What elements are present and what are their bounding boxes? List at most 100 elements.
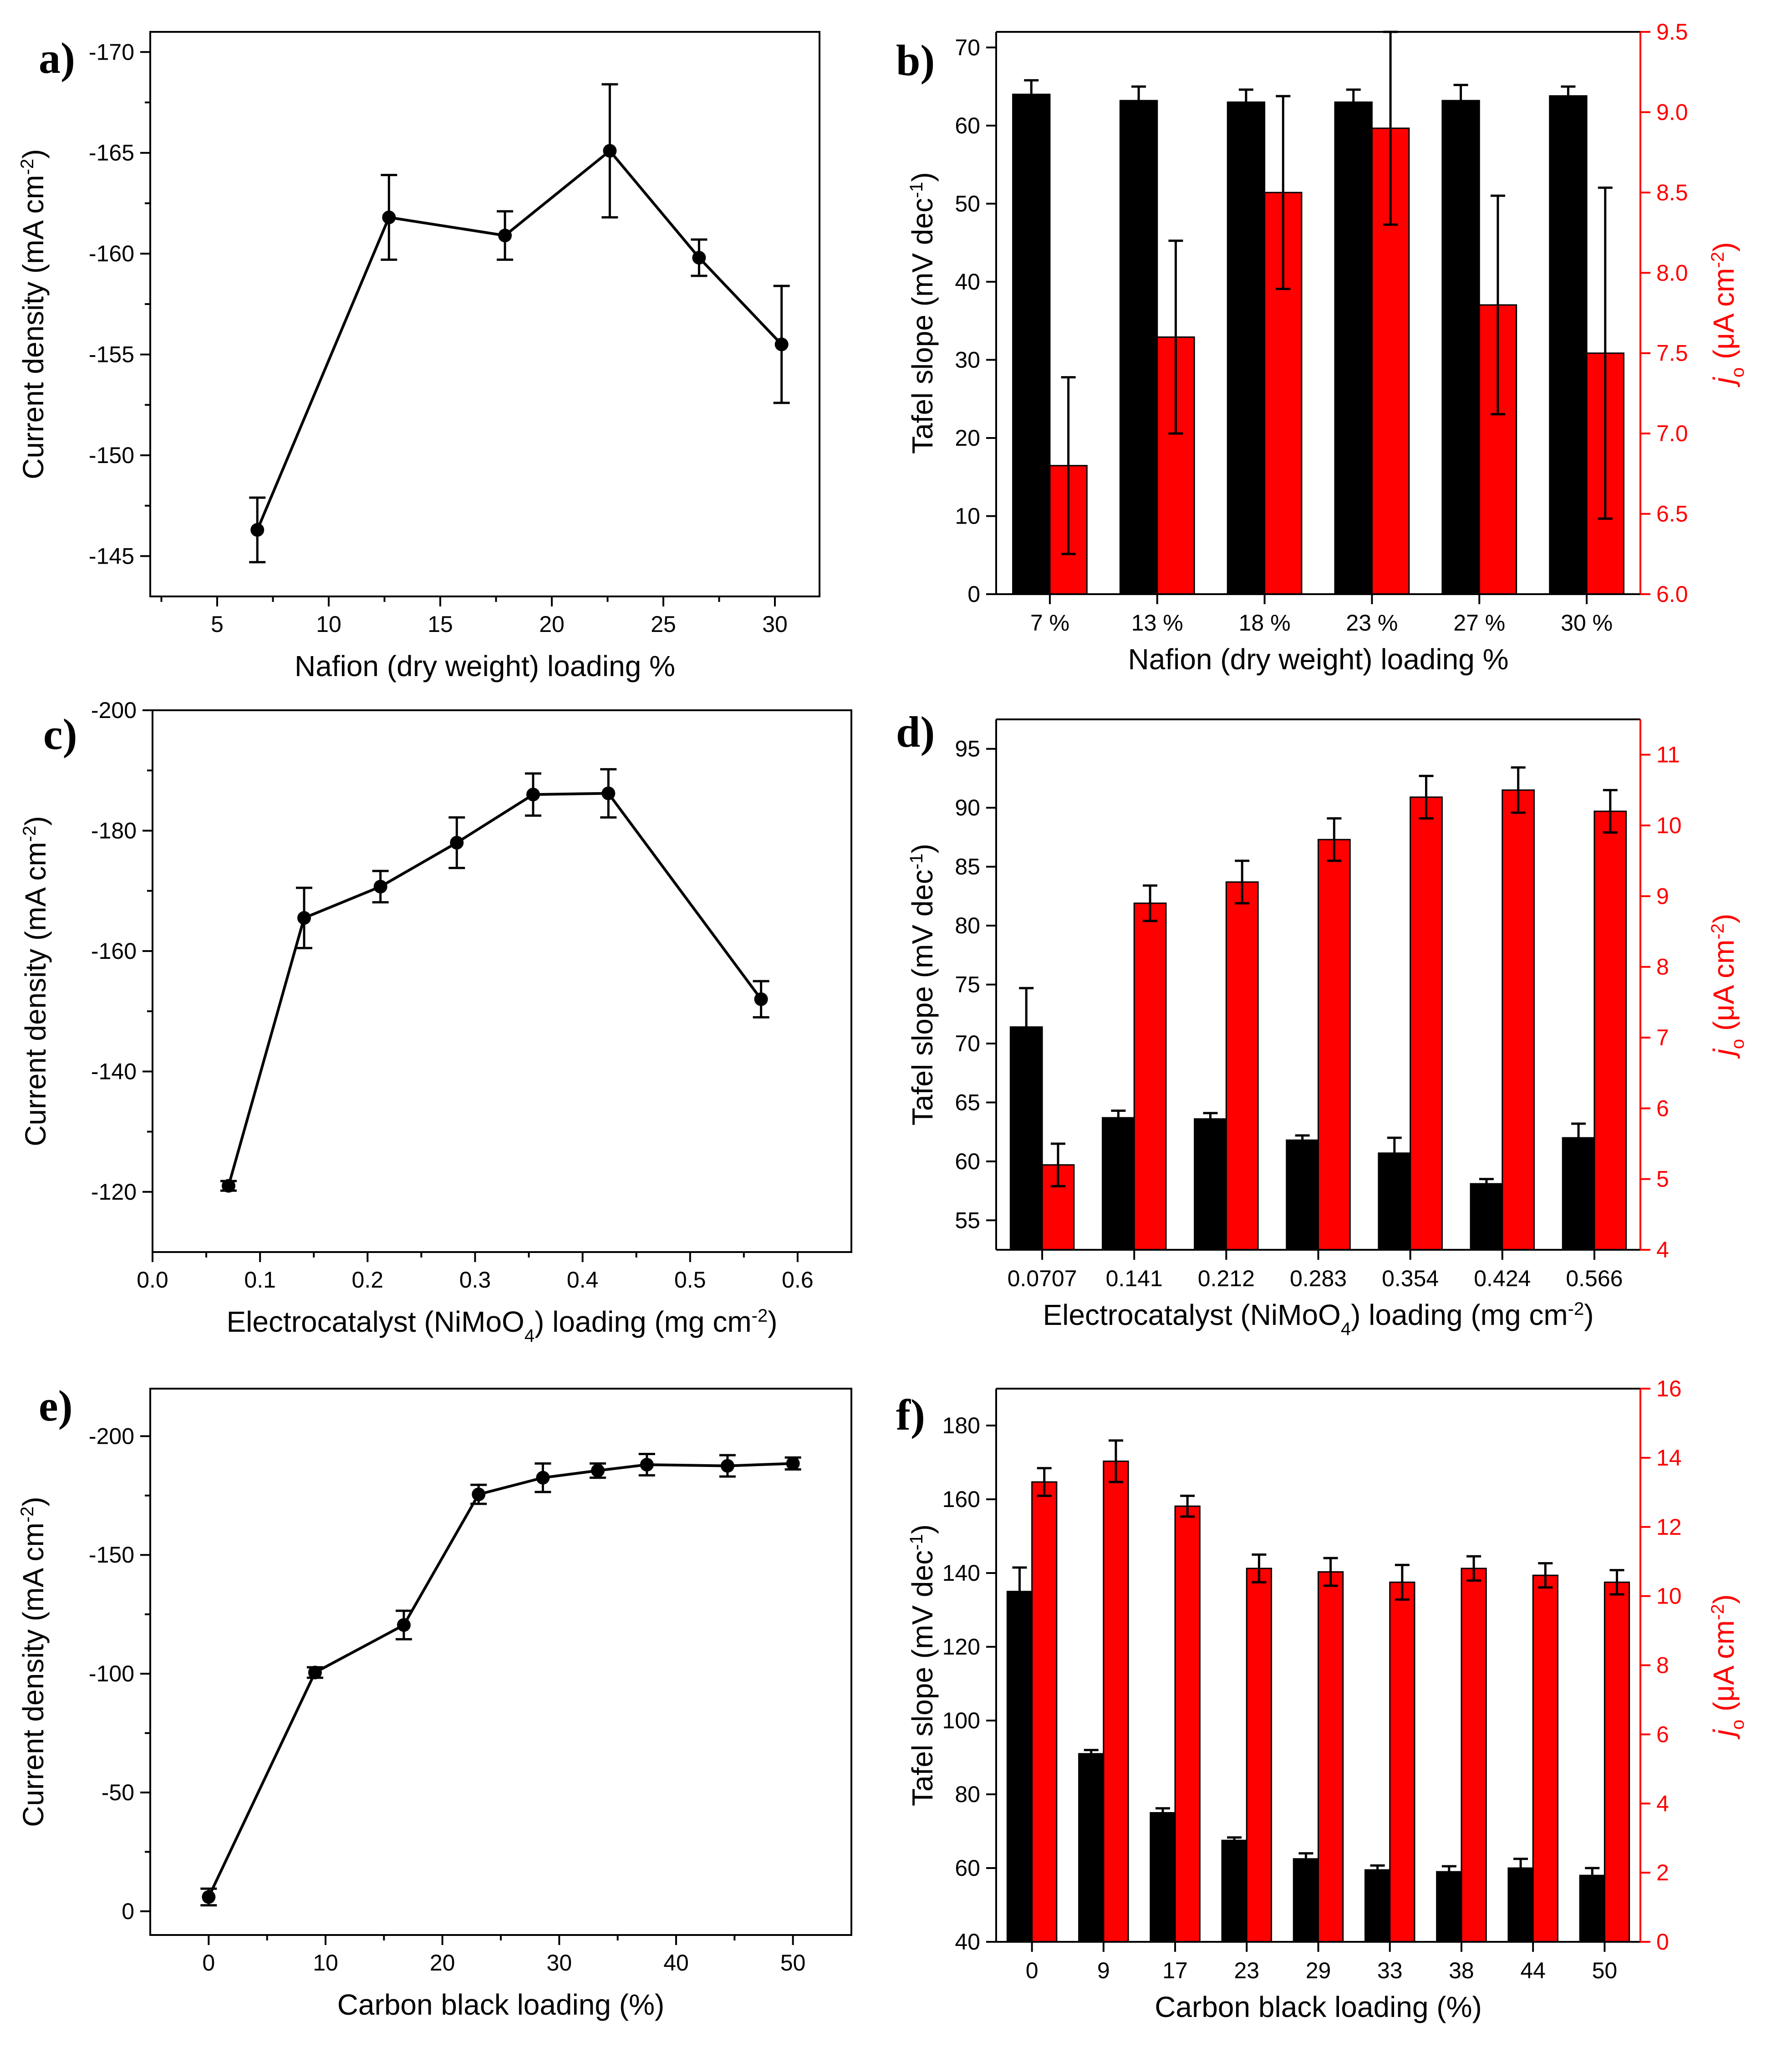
y-tick-label: -200 [89,1423,134,1449]
chart-f: 0 9 17 23 29 33 38 44 50 40 60 80 100 120 140 160 180 0 2 4… [906,1376,1748,2023]
panel-d: d) 0.0707 0.141 0.212 0.283 0.354 0.424 0.566 5… [896,683,1792,1366]
x-tick-label: 23 % [1346,610,1398,636]
y2-tick-label: 7.5 [1656,341,1688,366]
chart-d: 0.0707 0.141 0.212 0.283 0.354 0.424 0.566 55 60… [906,718,1748,1339]
y2-tick-label: 12 [1656,1514,1682,1540]
y2-tick-label: 10 [1656,1584,1682,1609]
bar-jo [1410,796,1443,1251]
y-tick-label: 60 [955,113,980,138]
chart-e: 0 10 20 30 40 50 0 -50 -100 -150 -200 Current densi… [17,1388,852,2021]
x-tick-label: 50 [780,1950,806,1976]
y2-tick-label: 6.0 [1656,581,1688,607]
bar-tafel [1078,1753,1105,1943]
y2-axis-title: jo (μA cm-2) [1707,914,1748,1059]
bar-tafel [1293,1858,1319,1943]
bar-tafel [1364,1869,1391,1943]
bar-jo [1604,1581,1630,1943]
y-axis-title: Current density (mA cm-2) [17,149,50,479]
x-tick-label: 0.3 [459,1267,491,1293]
x-axis-title: Carbon black loading (%) [1155,1991,1482,2023]
x-tick-label: 27 % [1453,610,1505,636]
y-tick-label: -145 [89,543,134,569]
y-tick-label: 20 [955,425,980,451]
y2-tick-label: 8 [1656,954,1669,980]
x-axis-title: Electrocatalyst (NiMoO4) loading (mg cm-… [1043,1298,1593,1339]
y-tick-label: 85 [955,854,980,880]
y-axis-title: Current density (mA cm-2) [19,816,52,1146]
data-point [297,911,311,925]
x-tick-label: 18 % [1239,610,1291,636]
bar-tafel [1194,1118,1227,1251]
plot-frame [152,709,852,1253]
x-tick-label: 30 [762,611,788,637]
panel-b: b) 7 % 13 % 18 % 23 % 27 % 30 % 0 10 20 30 40 50 60 7… [896,0,1792,683]
data-point [536,1471,550,1485]
bar-jo [1461,1568,1487,1943]
x-tick-label: 0.2 [352,1267,384,1293]
data-point [202,1890,216,1904]
y-tick-label: -155 [89,342,134,367]
y-tick-label: 180 [942,1413,980,1438]
data-point [498,229,512,243]
x-tick-label: 29 [1306,1958,1331,1983]
y2-tick-label: 9.0 [1656,99,1688,125]
bar-tafel [1012,93,1051,595]
y-tick-label: -150 [89,1542,134,1568]
y-tick-label: -180 [91,818,137,843]
x-tick-label: 23 [1234,1958,1259,1983]
data-point [397,1618,411,1632]
y-tick-label: -160 [91,938,137,964]
bar-tafel [1549,95,1588,595]
x-tick-label: 10 [316,611,341,637]
y-axis-title: Tafel slope (mV dec-1) [906,1524,939,1806]
x-tick-label: 10 [313,1950,338,1976]
x-tick-label: 0.212 [1198,1266,1255,1291]
data-point [786,1456,800,1471]
y-tick-label: 0 [122,1899,134,1924]
y-tick-label: -120 [91,1179,137,1205]
bar-jo [1318,839,1351,1251]
chart-a: 5 10 15 20 25 30 -145 -150 -155 -160 -165 -170 Curre… [17,31,820,682]
x-tick-label: 33 [1377,1958,1403,1983]
bar-jo [1389,1581,1415,1943]
x-tick-label: 30 % [1561,610,1613,636]
y2-axis-title: jo (μA cm-2) [1707,1594,1748,1740]
panel-label-a: a) [39,34,75,82]
y2-tick-label: 16 [1656,1376,1682,1401]
y-tick-label: 60 [955,1855,980,1881]
panel-label-d: d) [896,708,935,756]
data-point [754,992,768,1006]
y2-tick-label: 2 [1656,1860,1669,1885]
y-tick-label: 95 [955,736,980,762]
y-tick-label: 30 [955,347,980,372]
bar-tafel [1286,1139,1319,1251]
y-tick-label: 50 [955,191,980,216]
y-tick-label: 120 [942,1634,980,1660]
y-tick-label: -160 [89,241,134,266]
data-point [221,1179,235,1193]
y2-tick-label: 14 [1656,1445,1682,1471]
x-tick-label: 5 [211,611,224,637]
x-tick-label: 20 [430,1950,455,1976]
bar-tafel [1441,100,1480,595]
y-tick-label: 60 [955,1149,980,1174]
y2-tick-label: 6.5 [1656,501,1688,527]
data-point [472,1487,486,1502]
bar-jo [1133,902,1167,1251]
bar-jo [1103,1460,1129,1943]
bar-tafel [1101,1117,1135,1251]
panel-a: a) 5 10 15 20 25 30 -145 -150 -155 -160 -165 -170 Cu… [0,0,896,683]
data-point [591,1464,605,1477]
data-point [601,786,616,800]
chart-b: 7 % 13 % 18 % 23 % 27 % 30 % 0 10 20 30 40 50 60 70 6.… [906,19,1748,676]
y-tick-label: 100 [942,1708,980,1733]
bar-tafel [1119,100,1158,595]
data-point [692,251,706,265]
plot-frame [149,1388,852,1936]
y-tick-label: 80 [955,913,980,938]
y-tick-label: 10 [955,503,980,529]
x-tick-label: 0 [202,1950,215,1976]
x-tick-label: 20 [539,611,565,637]
y-tick-label: -150 [89,443,134,468]
y2-tick-label: 6 [1656,1095,1669,1121]
